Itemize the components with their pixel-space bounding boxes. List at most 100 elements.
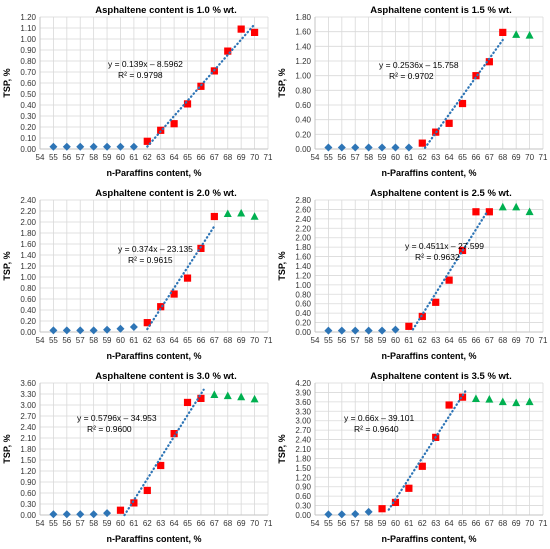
x-tick-label: 67 bbox=[485, 336, 494, 345]
x-tick-label: 60 bbox=[116, 153, 125, 162]
x-tick-label: 64 bbox=[170, 336, 179, 345]
x-tick-label: 63 bbox=[431, 519, 440, 528]
x-tick-label: 61 bbox=[404, 336, 413, 345]
y-tick-label: 0.30 bbox=[20, 500, 36, 509]
data-point-square bbox=[130, 499, 138, 507]
y-tick-label: 2.70 bbox=[295, 426, 311, 435]
x-tick-label: 56 bbox=[62, 336, 71, 345]
x-tick-label: 68 bbox=[223, 519, 232, 528]
y-tick-label: 0.30 bbox=[20, 112, 36, 121]
data-point-diamond bbox=[324, 143, 333, 152]
x-tick-label: 66 bbox=[196, 153, 205, 162]
x-tick-label: 59 bbox=[378, 336, 387, 345]
x-tick-label: 69 bbox=[237, 336, 246, 345]
x-tick-label: 60 bbox=[391, 336, 400, 345]
y-tick-label: 3.90 bbox=[295, 388, 311, 397]
x-tick-label: 57 bbox=[76, 519, 85, 528]
x-tick-label: 65 bbox=[183, 336, 192, 345]
x-tick-label: 59 bbox=[103, 519, 112, 528]
y-tick-label: 0.60 bbox=[295, 492, 311, 501]
data-point-triangle bbox=[512, 398, 521, 407]
trendline bbox=[146, 225, 216, 331]
x-tick-label: 63 bbox=[156, 336, 165, 345]
data-point-triangle bbox=[223, 391, 232, 400]
y-tick-label: 1.20 bbox=[295, 271, 311, 280]
x-tick-label: 61 bbox=[129, 336, 138, 345]
x-tick-label: 69 bbox=[512, 336, 521, 345]
y-tick-label: 1.60 bbox=[20, 240, 36, 249]
x-tick-label: 60 bbox=[391, 519, 400, 528]
x-axis-label: n-Paraffins content, % bbox=[381, 168, 476, 178]
x-tick-label: 63 bbox=[156, 519, 165, 528]
x-tick-label: 62 bbox=[143, 336, 152, 345]
y-tick-label: 0.10 bbox=[20, 134, 36, 143]
x-tick-label: 54 bbox=[311, 153, 320, 162]
x-tick-label: 58 bbox=[364, 519, 373, 528]
data-point-diamond bbox=[76, 142, 85, 151]
data-point-diamond bbox=[391, 325, 400, 334]
x-tick-label: 58 bbox=[364, 336, 373, 345]
y-tick-label: 1.40 bbox=[295, 262, 311, 271]
data-point-square bbox=[197, 82, 205, 90]
data-point-diamond bbox=[49, 510, 58, 519]
y-tick-label: 0.60 bbox=[20, 489, 36, 498]
x-tick-label: 65 bbox=[183, 519, 192, 528]
data-point-square bbox=[183, 274, 192, 282]
x-tick-label: 66 bbox=[196, 336, 205, 345]
x-tick-label: 57 bbox=[76, 153, 85, 162]
data-point-square bbox=[485, 58, 493, 66]
x-axis-label: n-Paraffins content, % bbox=[106, 351, 201, 361]
x-tick-label: 57 bbox=[351, 153, 360, 162]
x-tick-label: 64 bbox=[445, 336, 454, 345]
data-point-diamond bbox=[364, 507, 373, 516]
x-tick-label: 69 bbox=[237, 519, 246, 528]
x-tick-label: 61 bbox=[129, 519, 138, 528]
x-tick-label: 69 bbox=[512, 519, 521, 528]
chart-panel-3: 0.00 0.20 0.40 0.60 0.80 1.00 1.20 1.40 1.60 1.80… bbox=[0, 183, 275, 366]
data-point-square bbox=[418, 462, 426, 470]
trendline-equation: y = 0.66x – 39.101 bbox=[344, 413, 414, 423]
data-point-diamond bbox=[337, 510, 346, 519]
x-tick-label: 65 bbox=[458, 336, 467, 345]
y-tick-label: 2.20 bbox=[295, 224, 311, 233]
trendline bbox=[146, 23, 256, 148]
y-tick-label: 2.10 bbox=[20, 434, 36, 443]
x-tick-label: 71 bbox=[264, 153, 273, 162]
data-point-square bbox=[445, 401, 453, 409]
y-tick-label: 0.00 bbox=[20, 145, 36, 154]
y-tick-label: 1.80 bbox=[295, 13, 311, 22]
trendline-r2: R² = 0.9615 bbox=[128, 255, 173, 265]
y-tick-label: 0.80 bbox=[295, 290, 311, 299]
data-point-diamond bbox=[324, 326, 333, 335]
y-tick-label: 0.20 bbox=[295, 319, 311, 328]
chart-panel-2: 0.00 0.20 0.40 0.60 0.80 1.00 1.20 1.40 1.60 1.80… bbox=[275, 0, 550, 183]
y-tick-label: 0.00 bbox=[20, 511, 36, 520]
data-point-diamond bbox=[62, 326, 71, 335]
x-tick-label: 62 bbox=[143, 153, 152, 162]
x-tick-label: 67 bbox=[210, 519, 219, 528]
y-axis-label: TSP, % bbox=[277, 68, 287, 97]
y-tick-label: 3.60 bbox=[295, 398, 311, 407]
data-point-diamond bbox=[103, 325, 112, 334]
x-tick-label: 67 bbox=[210, 336, 219, 345]
x-tick-label: 64 bbox=[445, 519, 454, 528]
y-tick-label: 1.80 bbox=[20, 445, 36, 454]
trendline bbox=[123, 388, 205, 517]
x-tick-label: 57 bbox=[76, 336, 85, 345]
y-tick-label: 0.20 bbox=[295, 130, 311, 139]
y-tick-label: 0.90 bbox=[20, 46, 36, 55]
data-point-square bbox=[458, 393, 467, 401]
data-point-square bbox=[143, 486, 151, 495]
y-axis-label: TSP, % bbox=[277, 434, 287, 463]
y-axis-label: TSP, % bbox=[277, 251, 287, 280]
data-point-diamond bbox=[404, 143, 413, 152]
data-point-triangle bbox=[237, 208, 246, 217]
x-tick-label: 62 bbox=[143, 519, 152, 528]
x-tick-label: 68 bbox=[498, 153, 507, 162]
trendline-r2: R² = 0.9798 bbox=[118, 70, 163, 80]
data-point-square bbox=[183, 398, 192, 407]
data-point-diamond bbox=[129, 142, 138, 151]
x-tick-label: 59 bbox=[103, 153, 112, 162]
y-tick-label: 2.10 bbox=[295, 445, 311, 454]
y-tick-label: 1.60 bbox=[295, 253, 311, 262]
